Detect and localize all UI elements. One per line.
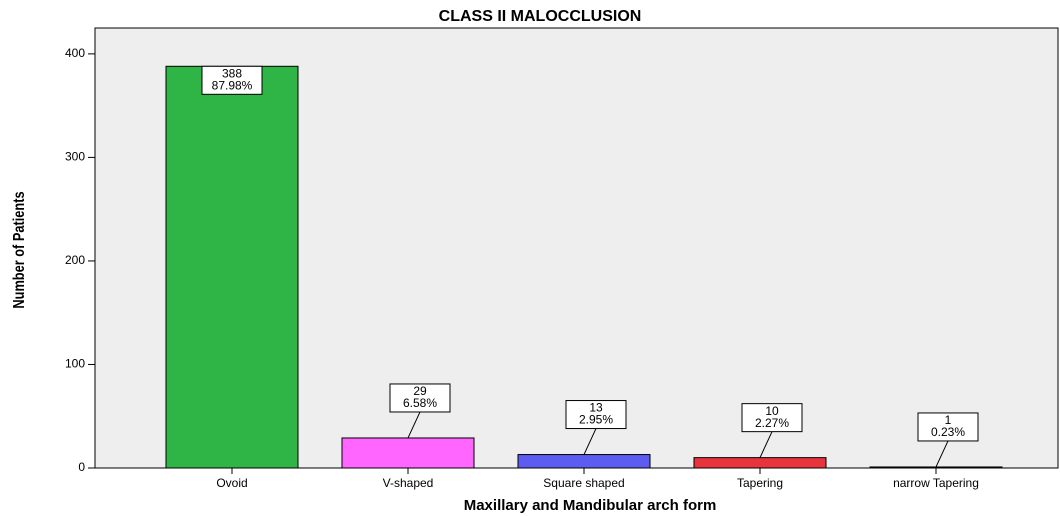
bar	[165, 65, 299, 469]
bar	[341, 437, 475, 469]
percentage-label: 2.95%	[579, 413, 613, 427]
bar	[693, 457, 827, 469]
label-box	[741, 403, 803, 433]
y-tick-label: 400	[65, 46, 85, 60]
y-tick-label: 200	[65, 253, 85, 267]
percentage-label: 6.58%	[403, 396, 437, 410]
y-tick-label: 0	[78, 460, 85, 474]
leader-line	[583, 428, 597, 455]
value-label: 29	[413, 384, 427, 398]
percentage-label: 2.27%	[755, 416, 789, 430]
leader-line	[935, 440, 949, 468]
x-tick-label: Ovoid	[216, 476, 247, 490]
bar	[869, 466, 1003, 469]
value-label: 10	[765, 404, 779, 418]
y-axis-label: Number of Patients	[11, 191, 29, 308]
x-tick-label: Square shaped	[543, 476, 624, 490]
value-label: 388	[222, 66, 242, 80]
x-axis-label: Maxillary and Mandibular arch form	[464, 497, 717, 514]
label-box	[917, 412, 979, 442]
percentage-label: 87.98%	[212, 78, 253, 92]
leader-line	[759, 431, 773, 458]
y-tick-label: 300	[65, 150, 85, 164]
value-label: 1	[945, 413, 952, 427]
y-tick-label: 100	[65, 357, 85, 371]
label-box	[201, 65, 263, 95]
chart-title: CLASS II MALOCCLUSION	[439, 8, 642, 25]
x-tick-label: Tapering	[737, 476, 783, 490]
label-box	[565, 400, 627, 430]
value-label: 13	[589, 401, 603, 415]
leader-line	[407, 411, 421, 439]
bar	[517, 454, 651, 469]
x-tick-label: narrow Tapering	[893, 476, 979, 490]
x-tick-label: V-shaped	[383, 476, 434, 490]
label-box	[389, 383, 451, 413]
percentage-label: 0.23%	[931, 425, 965, 439]
